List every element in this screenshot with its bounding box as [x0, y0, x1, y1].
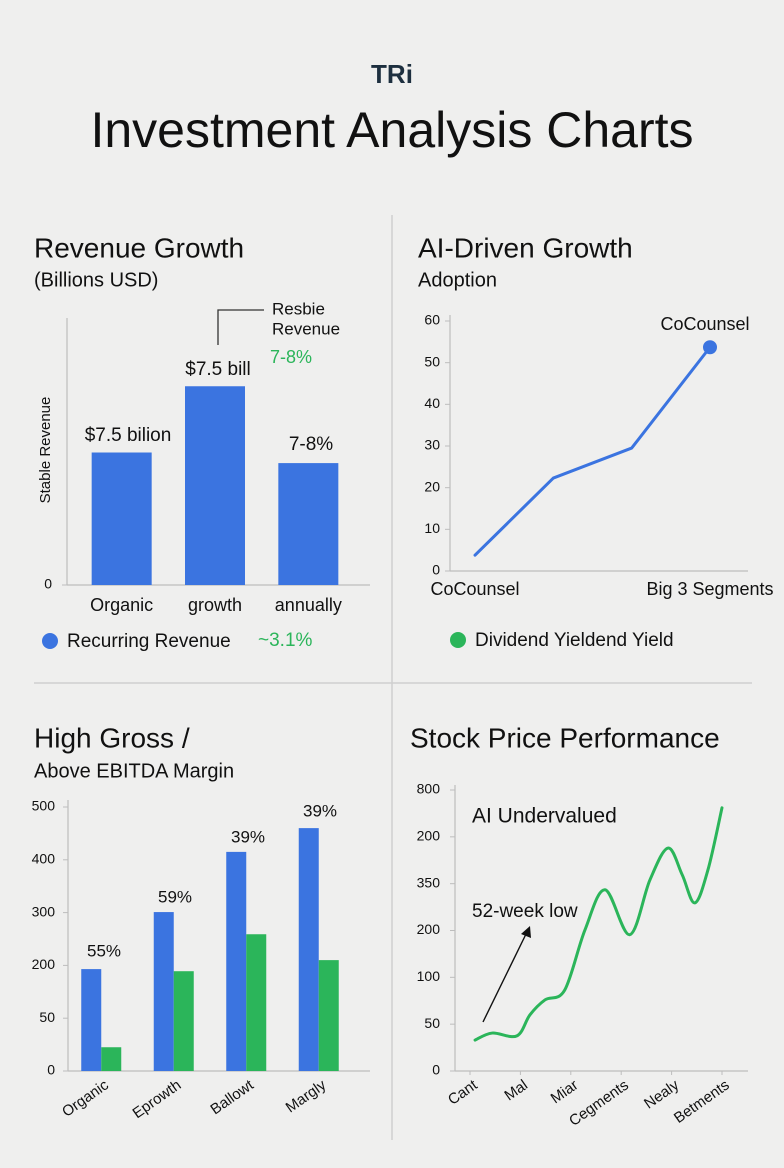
line: [473, 806, 724, 1042]
y-tick-label: 350: [417, 874, 441, 890]
x-tick-label: Big 3 Segments: [646, 579, 773, 599]
y-tick-label: 60: [424, 312, 440, 328]
bar: [81, 969, 102, 1071]
bar: [101, 1047, 122, 1071]
annotation: 52-week low: [472, 901, 578, 922]
y-axis-label: Stable Revenue: [37, 397, 54, 504]
bar: [185, 386, 245, 585]
annotation: 39%: [231, 827, 265, 846]
point: [703, 340, 717, 355]
chart-title: Stock Price Performance: [410, 722, 720, 753]
chart-subtitle: (Billions USD): [34, 269, 158, 291]
y-tick-label: 50: [424, 353, 440, 369]
bar: [226, 851, 247, 1071]
legend-label: Dividend Yieldend Yield: [475, 630, 674, 651]
arrow-head: [521, 926, 531, 938]
page-title: Investment Analysis Charts: [90, 102, 693, 158]
annotation: Revenue: [272, 319, 340, 338]
annotation: 39%: [303, 801, 337, 820]
annotation: ~3.1%: [258, 630, 313, 651]
y-tick-label: 300: [32, 903, 56, 919]
y-tick-label: 200: [417, 828, 441, 844]
bar: [318, 960, 339, 1071]
y-tick-label: 500: [32, 798, 56, 814]
annotation: 7-8%: [289, 434, 333, 455]
chart-title: Revenue Growth: [34, 232, 244, 263]
chart-title: High Gross /: [34, 722, 190, 753]
legend-swatch: [42, 633, 58, 649]
bar: [278, 463, 339, 585]
y-tick-label: 50: [39, 1009, 55, 1025]
chart-title: AI-Driven Growth: [418, 232, 633, 263]
y-tick-label: 20: [424, 478, 440, 494]
y-tick-label: 0: [44, 576, 52, 592]
callout-line: [217, 309, 264, 345]
x-tick-label: annually: [275, 595, 342, 615]
y-tick-label: 0: [432, 1062, 440, 1078]
arrow: [482, 931, 528, 1023]
y-tick-label: 200: [417, 921, 441, 937]
legend-swatch: [450, 632, 466, 648]
bar: [153, 912, 174, 1071]
annotation: $7.5 bill: [185, 359, 251, 380]
logo: TRi: [371, 59, 413, 89]
bar: [91, 452, 152, 585]
y-tick-label: 200: [32, 956, 56, 972]
y-tick-label: 100: [417, 968, 441, 984]
y-tick-label: 10: [424, 520, 440, 536]
annotation: AI Undervalued: [472, 805, 617, 828]
x-tick-label: growth: [188, 595, 242, 615]
annotation: Resbie: [272, 299, 325, 318]
bar: [173, 971, 194, 1071]
y-tick-label: 50: [424, 1015, 440, 1031]
annotation: 59%: [158, 887, 192, 906]
x-tick-label: CoCounsel: [430, 579, 519, 599]
y-tick-label: 0: [432, 562, 440, 578]
y-tick-label: 0: [47, 1062, 55, 1078]
annotation: CoCounsel: [660, 314, 749, 334]
legend-label: Recurring Revenue: [67, 631, 231, 652]
y-tick-label: 800: [417, 781, 441, 797]
y-tick-label: 40: [424, 395, 440, 411]
chart-subtitle: Adoption: [418, 269, 497, 291]
bar: [298, 828, 319, 1071]
y-tick-label: 30: [424, 437, 440, 453]
annotation: 7-8%: [270, 347, 312, 367]
annotation: $7.5 bilion: [85, 425, 172, 446]
line: [473, 345, 712, 557]
y-tick-label: 400: [32, 851, 56, 867]
chart-subtitle: Above EBITDA Margin: [34, 760, 234, 782]
bar: [246, 934, 267, 1071]
x-tick-label: Organic: [90, 595, 153, 615]
annotation: 55%: [87, 941, 121, 960]
